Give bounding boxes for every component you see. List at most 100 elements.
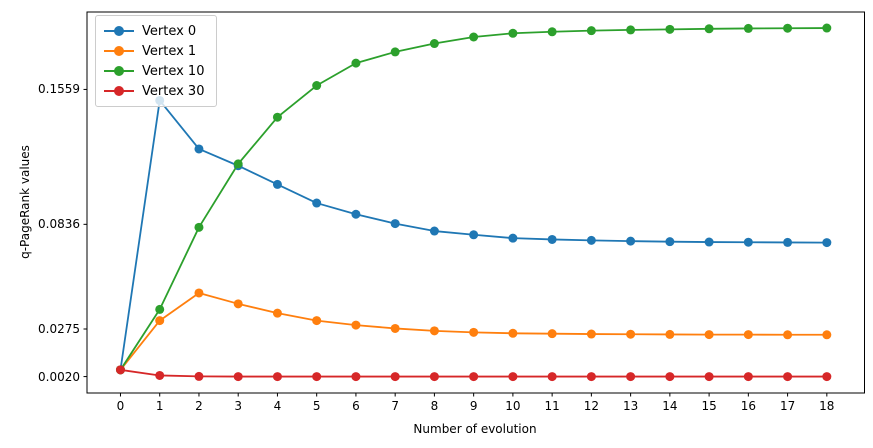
data-point-vertex-30 [822, 372, 832, 382]
data-point-vertex-1 [390, 323, 400, 333]
data-point-vertex-10 [822, 23, 832, 33]
data-point-vertex-30 [626, 372, 636, 382]
line-marker-icon [104, 84, 134, 98]
data-point-vertex-0 [194, 144, 204, 154]
line-marker-icon [104, 24, 134, 38]
x-tick-label: 6 [352, 399, 360, 413]
data-point-vertex-0 [704, 237, 714, 247]
x-axis-label: Number of evolution [413, 422, 537, 436]
x-tick-label: 18 [819, 399, 835, 413]
line-marker-icon [104, 64, 134, 78]
x-tick-label: 15 [701, 399, 717, 413]
data-point-vertex-30 [704, 372, 714, 382]
data-point-vertex-1 [312, 316, 322, 326]
data-point-vertex-0 [351, 209, 361, 219]
data-point-vertex-30 [586, 372, 596, 382]
x-tick-label: 2 [195, 399, 203, 413]
x-tick-label: 5 [312, 399, 321, 413]
data-point-vertex-10 [233, 159, 243, 169]
legend-entry-vertex-30: Vertex 30 [104, 81, 204, 101]
data-point-vertex-30 [783, 372, 793, 382]
data-point-vertex-10 [665, 24, 675, 34]
x-tick-label: 4 [273, 399, 282, 413]
data-point-vertex-30 [115, 365, 125, 375]
data-point-vertex-30 [272, 372, 282, 382]
data-point-vertex-30 [469, 372, 479, 382]
data-point-vertex-10 [586, 26, 596, 36]
data-point-vertex-10 [704, 24, 714, 34]
data-point-vertex-0 [547, 234, 557, 244]
x-tick-label: 17 [779, 399, 796, 413]
data-point-vertex-1 [272, 308, 282, 318]
data-point-vertex-0 [822, 238, 832, 248]
data-point-vertex-1 [547, 329, 557, 339]
data-point-vertex-30 [508, 372, 518, 382]
y-tick-label: 0.0275 [38, 322, 80, 336]
x-tick-label: 16 [740, 399, 756, 413]
data-point-vertex-30 [233, 372, 243, 382]
x-tick-label: 11 [544, 399, 560, 413]
data-point-vertex-30 [547, 372, 557, 382]
x-tick-label: 0 [116, 399, 125, 413]
data-point-vertex-10 [194, 222, 204, 232]
data-point-vertex-0 [390, 219, 400, 229]
data-point-vertex-0 [508, 233, 518, 243]
x-tick-label: 3 [234, 399, 242, 413]
x-tick-label: 13 [622, 399, 639, 413]
data-point-vertex-1 [351, 320, 361, 330]
data-point-vertex-30 [429, 372, 439, 382]
data-point-vertex-1 [626, 329, 636, 339]
x-tick-label: 7 [391, 399, 399, 413]
data-point-vertex-0 [743, 237, 753, 247]
data-point-vertex-10 [390, 47, 400, 57]
x-tick-label: 8 [430, 399, 439, 413]
data-point-vertex-10 [626, 25, 636, 35]
data-point-vertex-30 [351, 372, 361, 382]
y-tick-label: 0.1559 [38, 82, 80, 97]
legend-entry-vertex-10: Vertex 10 [104, 61, 204, 81]
x-tick-label: 10 [505, 399, 521, 413]
data-point-vertex-30 [743, 372, 753, 382]
data-point-vertex-30 [390, 372, 400, 382]
data-point-vertex-0 [312, 198, 322, 208]
y-tick-label: 0.0020 [38, 369, 80, 384]
data-point-vertex-0 [272, 179, 282, 189]
data-point-vertex-0 [783, 237, 793, 247]
data-point-vertex-10 [312, 81, 322, 91]
y-tick-label: 0.0836 [38, 217, 80, 232]
y-axis-label: q-PageRank values [18, 145, 32, 259]
data-point-vertex-10 [429, 39, 439, 49]
legend-entry-vertex-0: Vertex 0 [104, 21, 204, 41]
data-point-vertex-1 [743, 330, 753, 340]
data-point-vertex-30 [665, 372, 675, 382]
data-point-vertex-0 [429, 226, 439, 236]
data-point-vertex-10 [783, 23, 793, 33]
data-point-vertex-1 [155, 316, 165, 326]
data-point-vertex-1 [665, 329, 675, 339]
line-marker-icon [104, 44, 134, 58]
legend-label: Vertex 10 [142, 63, 205, 79]
data-point-vertex-10 [508, 28, 518, 38]
legend-label: Vertex 0 [142, 23, 197, 39]
data-point-vertex-10 [743, 23, 753, 33]
series-line-vertex-10 [119, 27, 827, 371]
data-point-vertex-1 [704, 330, 714, 340]
data-point-vertex-1 [233, 299, 243, 309]
data-point-vertex-1 [783, 330, 793, 340]
data-point-vertex-0 [665, 237, 675, 247]
data-point-vertex-1 [586, 329, 596, 339]
x-tick-label: 12 [583, 399, 600, 413]
data-point-vertex-10 [272, 112, 282, 122]
legend-entry-vertex-1: Vertex 1 [104, 41, 204, 61]
data-point-vertex-10 [469, 32, 479, 42]
data-point-vertex-1 [822, 330, 832, 340]
data-point-vertex-1 [469, 327, 479, 337]
data-point-vertex-1 [194, 288, 204, 298]
data-point-vertex-10 [155, 304, 165, 314]
legend-label: Vertex 30 [142, 83, 205, 99]
data-point-vertex-10 [351, 58, 361, 68]
axes-frame [86, 11, 865, 394]
data-point-vertex-30 [312, 372, 322, 382]
